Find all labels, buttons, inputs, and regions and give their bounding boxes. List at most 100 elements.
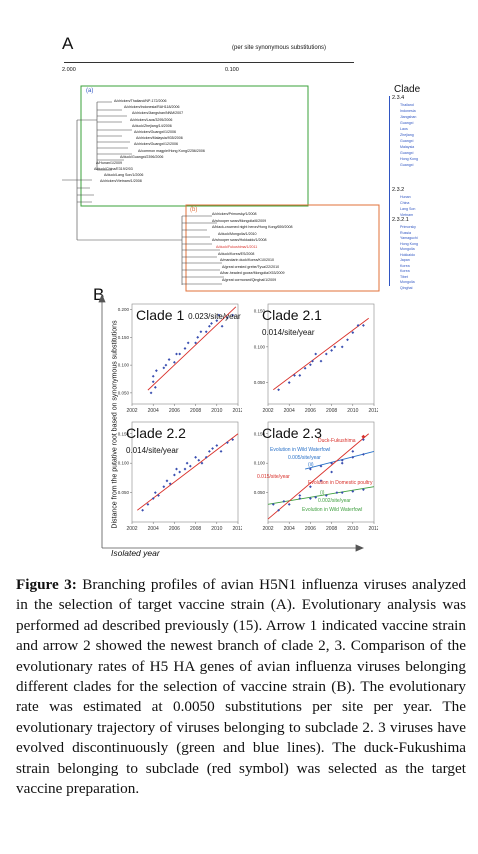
x-tick-label: 2012 bbox=[368, 408, 378, 414]
location-label: Japan bbox=[400, 258, 410, 262]
x-tick-label: 2004 bbox=[284, 408, 295, 414]
strain-label: A/duck/Guangxi/2396/2006 bbox=[120, 154, 164, 159]
plot-frame bbox=[267, 421, 375, 523]
x-tick-label: 2008 bbox=[326, 526, 337, 532]
clade-name: 2.3.2.1 bbox=[392, 217, 409, 223]
data-point bbox=[231, 313, 235, 317]
caption-text: Branching profiles of avian H5N1 influen… bbox=[16, 576, 467, 798]
y-tick-label: 0.050 bbox=[118, 390, 130, 395]
data-point bbox=[164, 363, 168, 367]
location-label: Mongolia bbox=[400, 247, 415, 251]
annotation-i: (i) bbox=[320, 490, 325, 496]
strain-label: A/whooper swan/Hokkaido/1/2008 bbox=[212, 238, 267, 243]
location-label: Primorsky bbox=[400, 225, 416, 229]
x-tick-label: 2010 bbox=[347, 408, 358, 414]
strain-label: A/Hunan/1/2009 bbox=[96, 160, 122, 165]
location-label: Hong Kong bbox=[400, 157, 418, 161]
strain-label: A/great cormorant/Qinghai/1/2009 bbox=[222, 277, 277, 282]
annotation-wild-waterfowl-green: Evolution in Wild Waterfowl bbox=[302, 507, 363, 513]
data-point bbox=[204, 455, 208, 459]
phylogenetic-tree bbox=[62, 85, 380, 292]
x-tick-label: 2002 bbox=[126, 408, 137, 414]
strain-label: A/mandarin duck/Korea/K10/2010 bbox=[220, 258, 274, 263]
data-point bbox=[231, 438, 235, 442]
y-tick-label: 0.100 bbox=[118, 363, 130, 368]
strain-label: A/chicken/Thailand/NP-172/2006 bbox=[114, 99, 167, 103]
strain-label: A/common magpie/Hong Kong/2256/2006 bbox=[138, 148, 205, 153]
data-point bbox=[194, 341, 197, 345]
clade-header: Clade bbox=[394, 84, 421, 95]
y-tick-label: 0.150 bbox=[118, 431, 130, 436]
location-label: Guangxi bbox=[400, 139, 414, 143]
data-point bbox=[153, 491, 157, 494]
x-tick-label: 2006 bbox=[169, 408, 180, 414]
y-tick-label: 0.150 bbox=[254, 431, 266, 436]
data-point bbox=[330, 461, 333, 465]
strain-label: A/chicken/Guangxi/1/2006 bbox=[134, 129, 176, 134]
strain-label: A/duck/China/E319/2/03 bbox=[94, 167, 133, 172]
fit-line bbox=[147, 306, 237, 391]
data-point bbox=[351, 455, 355, 459]
location-label: Hunan bbox=[400, 195, 411, 199]
data-point bbox=[309, 485, 312, 489]
fit-line bbox=[137, 433, 239, 511]
annotation-rate-green: 0.002/site/year bbox=[318, 498, 351, 504]
chart-clade-2-3: 2002200420062008201020120.0500.1000.150 … bbox=[248, 418, 380, 533]
location-label: Hong Kong bbox=[400, 241, 418, 246]
box-a-label: (a) bbox=[86, 88, 94, 94]
chart-svg-clade-2-2: 2002 2004 2006 2008 2010 2012 0.050 0.100 0.150 bbox=[118, 421, 244, 532]
x-tick-label: 2008 bbox=[190, 526, 201, 532]
data-point bbox=[154, 369, 158, 373]
location-label: Korea bbox=[400, 269, 410, 273]
data-point bbox=[298, 494, 302, 497]
strain-label: A/chicken/Malaysia/935/2006 bbox=[136, 136, 183, 141]
x-tick-label: 2002 bbox=[126, 526, 137, 532]
data-point bbox=[287, 381, 291, 384]
data-point bbox=[210, 322, 213, 325]
plot-frame bbox=[131, 421, 239, 523]
fit-line bbox=[267, 433, 369, 520]
annotation-ii: (ii) bbox=[308, 462, 314, 468]
box-b bbox=[185, 204, 380, 292]
chart-svg-clade-2-3: 2002 2004 2006 2008 2010 2012 0.050 0.100 0.150 bbox=[254, 421, 380, 532]
x-tick-label: 2002 bbox=[262, 526, 273, 532]
data-point bbox=[351, 490, 355, 493]
y-tick-label: 0.100 bbox=[254, 344, 266, 349]
x-tick-label: 2012 bbox=[368, 526, 378, 532]
data-point bbox=[277, 388, 280, 392]
location-label: Guangxi bbox=[400, 121, 414, 125]
strain-label: A/duck/Mongolia/1/2010 bbox=[218, 231, 257, 236]
y-tick-label: 0.050 bbox=[254, 380, 266, 385]
y-tick-label: 0.150 bbox=[254, 309, 266, 314]
data-point bbox=[362, 438, 365, 442]
data-point bbox=[157, 494, 160, 497]
y-tick-label: 0.050 bbox=[118, 490, 130, 495]
x-tick-label: 2012 bbox=[232, 408, 242, 414]
chart-clade-2-1: 2002200420062008201020120.0500.1000.150 … bbox=[248, 300, 380, 415]
data-point bbox=[309, 497, 312, 500]
x-tick-label: 2010 bbox=[347, 526, 358, 532]
chart-title-text: Clade 1 bbox=[136, 307, 185, 323]
data-point bbox=[277, 508, 280, 512]
data-point bbox=[319, 464, 323, 468]
data-point bbox=[151, 374, 155, 378]
data-point bbox=[319, 479, 323, 483]
chart-clade-2-2: 2002200420062008201020120.0500.1000.150 … bbox=[112, 418, 244, 533]
plot-frame bbox=[131, 303, 239, 405]
chart-svg-clade-2-1: 2002 2004 2006 2008 2010 2012 0.050 0.100 0.150 bbox=[254, 303, 380, 414]
x-axis-label: Isolated year bbox=[111, 548, 160, 558]
strain-label: A/bar-headed goose/Mongolia/X53/2009 bbox=[220, 271, 285, 276]
rate-label: 0.014/site/year bbox=[262, 327, 315, 337]
rate-label: 0.014/site/year bbox=[126, 445, 179, 455]
location-label: Vietnam bbox=[400, 213, 414, 217]
x-tick-label: 2006 bbox=[305, 408, 316, 414]
location-label: Laos bbox=[400, 127, 408, 131]
data-point bbox=[196, 335, 200, 339]
strain-label: A/chicken/Indonesia/RAH118/2006 bbox=[124, 105, 180, 110]
x-tick-label: 2010 bbox=[211, 408, 222, 414]
data-point bbox=[351, 331, 355, 334]
data-point bbox=[183, 347, 187, 350]
scale-bar bbox=[64, 62, 354, 63]
x-tick-label: 2012 bbox=[232, 526, 242, 532]
data-point bbox=[188, 464, 192, 468]
